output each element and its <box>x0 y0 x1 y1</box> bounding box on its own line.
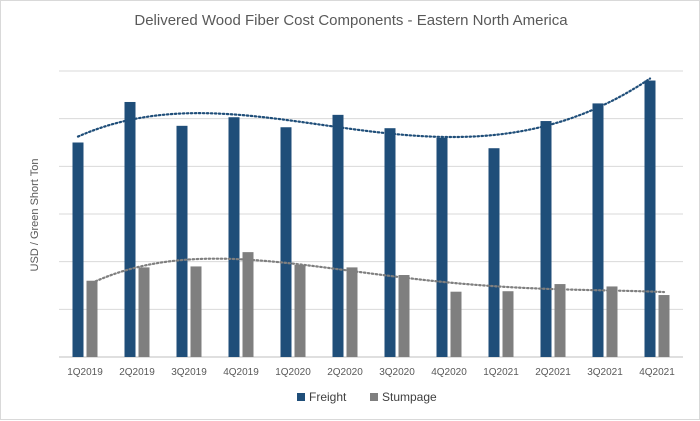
legend-swatch-freight <box>297 393 305 401</box>
bar-freight-2q2020 <box>332 114 344 357</box>
bar-stumpage-2q2021 <box>554 284 566 357</box>
bar-freight-4q2021 <box>644 80 656 357</box>
bar-freight-4q2019 <box>228 117 240 358</box>
trendlines <box>76 77 666 294</box>
bar-stumpage-4q2020 <box>450 291 462 357</box>
bar-freight-4q2020 <box>436 137 448 357</box>
bar-freight-2q2021 <box>540 121 552 357</box>
bar-stumpage-1q2020 <box>294 265 306 357</box>
x-axis-ticks: 1Q2019 2Q2019 3Q2019 4Q2019 1Q2020 2Q2020 3Q20… <box>67 367 675 378</box>
bar-freight-3q2021 <box>592 103 604 357</box>
bar-stumpage-1q2021 <box>502 291 514 357</box>
x-tick-label: 1Q2021 <box>483 367 519 378</box>
x-tick-label: 3Q2019 <box>171 367 207 378</box>
legend-swatch-stumpage <box>370 393 378 401</box>
x-tick-label: 3Q2021 <box>587 367 623 378</box>
y-axis-label: USD / Green Short Ton <box>29 159 41 272</box>
bar-freight-1q2019 <box>72 142 84 357</box>
x-tick-label: 2Q2021 <box>535 367 571 378</box>
x-tick-label: 4Q2019 <box>223 367 259 378</box>
x-tick-label: 4Q2020 <box>431 367 467 378</box>
bar-freight-1q2020 <box>280 127 292 357</box>
bar-stumpage-3q2019 <box>190 266 202 357</box>
legend-label-stumpage: Stumpage <box>382 390 437 404</box>
bar-stumpage-2q2020 <box>346 267 358 357</box>
x-tick-label: 3Q2020 <box>379 367 415 378</box>
gridlines <box>59 70 683 358</box>
bar-freight-3q2020 <box>384 128 396 357</box>
bar-stumpage-2q2019 <box>138 267 150 357</box>
x-tick-label: 2Q2019 <box>119 367 155 378</box>
x-tick-label: 1Q2019 <box>67 367 103 378</box>
bar-stumpage-4q2021 <box>658 295 670 357</box>
trendline-freight <box>76 77 652 139</box>
legend: Freight Stumpage <box>297 390 437 404</box>
bar-stumpage-3q2020 <box>398 275 410 357</box>
bar-freight-2q2019 <box>124 101 136 357</box>
bar-freight-1q2021 <box>488 148 500 357</box>
bars <box>72 80 670 358</box>
trendline-stumpage <box>90 257 666 294</box>
x-tick-label: 1Q2020 <box>275 367 311 378</box>
bar-stumpage-4q2019 <box>242 252 254 357</box>
legend-label-freight: Freight <box>309 390 347 404</box>
bar-stumpage-1q2019 <box>86 280 98 357</box>
bar-freight-3q2019 <box>176 125 188 357</box>
x-tick-label: 2Q2020 <box>327 367 363 378</box>
chart-title: Delivered Wood Fiber Cost Components - E… <box>134 12 568 29</box>
bar-stumpage-3q2021 <box>606 286 618 357</box>
x-tick-label: 4Q2021 <box>639 367 675 378</box>
